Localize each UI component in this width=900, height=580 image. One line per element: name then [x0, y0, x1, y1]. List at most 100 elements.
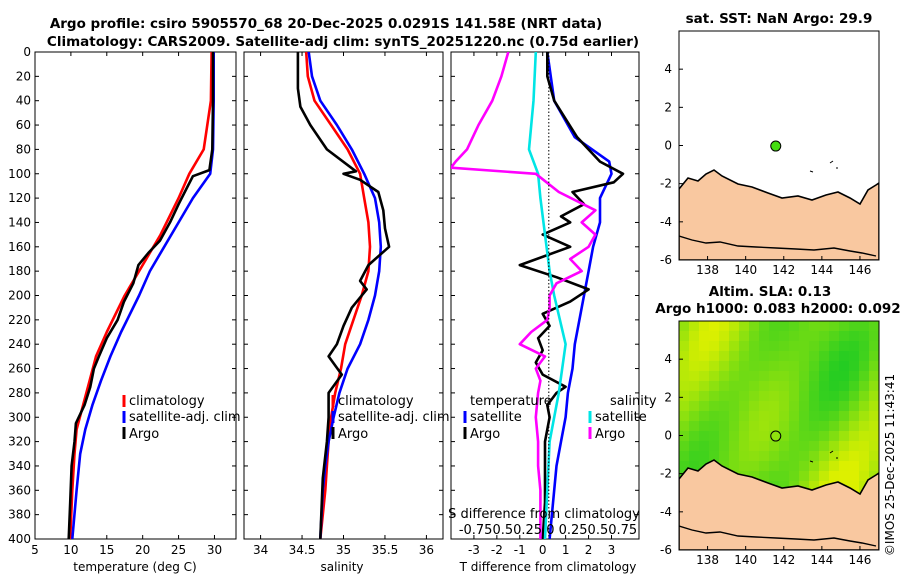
sla-cell	[779, 371, 790, 382]
sla-cell	[719, 431, 730, 442]
sla-cell	[829, 431, 840, 442]
y-tick-label: 220	[8, 313, 31, 327]
sla-cell	[809, 331, 820, 342]
sla-cell	[699, 431, 710, 442]
y-tick-label: 40	[16, 94, 31, 108]
sla-cell	[679, 451, 690, 462]
sla-cell	[789, 391, 800, 402]
x-tick-label: 1	[562, 543, 570, 557]
sla-cell	[819, 431, 830, 442]
sla-cell	[729, 341, 740, 352]
x-tick-label: 0	[539, 543, 547, 557]
sla-cell	[839, 341, 850, 352]
sla-cell	[689, 401, 700, 412]
sla-cell	[709, 361, 720, 372]
salinity-panel-frame	[243, 51, 444, 540]
sla-cell	[769, 431, 780, 442]
sla-cell	[839, 471, 850, 482]
y-tick-label: 360	[8, 483, 31, 497]
sla-cell	[739, 331, 750, 342]
sla-cell	[849, 411, 860, 422]
legend-temperature-title: temperature	[470, 394, 552, 409]
sla-cell	[859, 461, 870, 472]
sla-cell	[859, 401, 870, 412]
legend-t-argo-label: Argo	[470, 427, 500, 442]
sla-cell	[799, 471, 810, 482]
sla-cell	[759, 431, 770, 442]
sla-cell	[699, 381, 710, 392]
x-tick-label: -1	[514, 543, 526, 557]
sla-cell	[789, 451, 800, 462]
legend-clim-label: climatology	[338, 394, 414, 409]
sla-cell	[869, 411, 879, 422]
sla-cell	[759, 371, 770, 382]
series-line-satellite-adj-clim	[71, 52, 215, 539]
sla-cell	[759, 321, 770, 332]
sla-cell	[749, 451, 760, 462]
sla-cell	[699, 441, 710, 452]
sst-map-coast-south	[679, 235, 877, 257]
sla-map: 138 140 142 144 146 4 2 0 -2 -4 -6	[660, 320, 880, 567]
sla-cell	[709, 321, 720, 332]
y-tick-label: 60	[16, 118, 31, 132]
sla-cell	[829, 451, 840, 462]
sla-cell	[739, 441, 750, 452]
sla-cell	[769, 381, 780, 392]
series-line-argo	[67, 52, 215, 539]
sla-cell	[759, 381, 770, 392]
sla-cell	[799, 341, 810, 352]
sla-cell	[689, 391, 700, 402]
sla-cell	[809, 361, 820, 372]
sla-cell	[849, 331, 860, 342]
sla-cell	[719, 411, 730, 422]
sla-cell	[829, 401, 840, 412]
y-tick-label: 340	[8, 459, 31, 473]
sla-cell	[689, 361, 700, 372]
sla-cell	[779, 451, 790, 462]
map-y-tick-label: -4	[660, 215, 672, 229]
x-tick-label: 34	[253, 543, 268, 557]
sla-cell	[709, 431, 720, 442]
legend-sat-label: satellite-adj. clim	[338, 410, 450, 425]
y-tick-label: 400	[8, 532, 31, 546]
sla-cell	[729, 431, 740, 442]
sst-map-land	[679, 169, 879, 260]
sla-cell	[859, 421, 870, 432]
sla-cell	[779, 461, 790, 472]
sla-cell	[809, 401, 820, 412]
sla-cell	[719, 441, 730, 452]
sla-cell	[779, 321, 790, 332]
sla-cell	[749, 441, 760, 452]
copyright-stamp: ©IMOS 25-Dec-2025 11:43:41	[883, 374, 897, 556]
map-y-tick-label: -4	[660, 505, 672, 519]
sla-cell	[849, 341, 860, 352]
x-tick-label: 15	[99, 543, 114, 557]
sla-cell	[679, 441, 690, 452]
y-tick-label: 0	[23, 45, 31, 59]
sla-cell	[769, 371, 780, 382]
sla-cell	[699, 421, 710, 432]
temperature-series	[67, 52, 215, 539]
sla-cell	[839, 321, 850, 332]
y-tick-label: 100	[8, 167, 31, 181]
sla-cell	[739, 461, 750, 472]
y-tick-label: 240	[8, 337, 31, 351]
sla-cell	[729, 361, 740, 372]
sla-cell	[859, 321, 870, 332]
figure-title-line1: Argo profile: csiro 5905570_68 20-Dec-20…	[50, 16, 602, 32]
sla-cell	[799, 461, 810, 472]
sla-cell	[729, 461, 740, 472]
sla-map-ticks: 138 140 142 144 146 4 2 0 -2 -4 -6	[660, 352, 871, 567]
sla-cell	[689, 381, 700, 392]
map-y-tick-label: 4	[664, 352, 672, 366]
sla-cell	[769, 351, 780, 362]
sla-cell	[739, 401, 750, 412]
x-tick-label: 36	[419, 543, 434, 557]
sla-cell	[789, 361, 800, 372]
sla-cell	[759, 391, 770, 402]
sla-cell	[799, 331, 810, 342]
sla-cell	[849, 391, 860, 402]
sla-cell	[779, 391, 790, 402]
sla-cell	[849, 471, 860, 482]
sla-cell	[739, 411, 750, 422]
